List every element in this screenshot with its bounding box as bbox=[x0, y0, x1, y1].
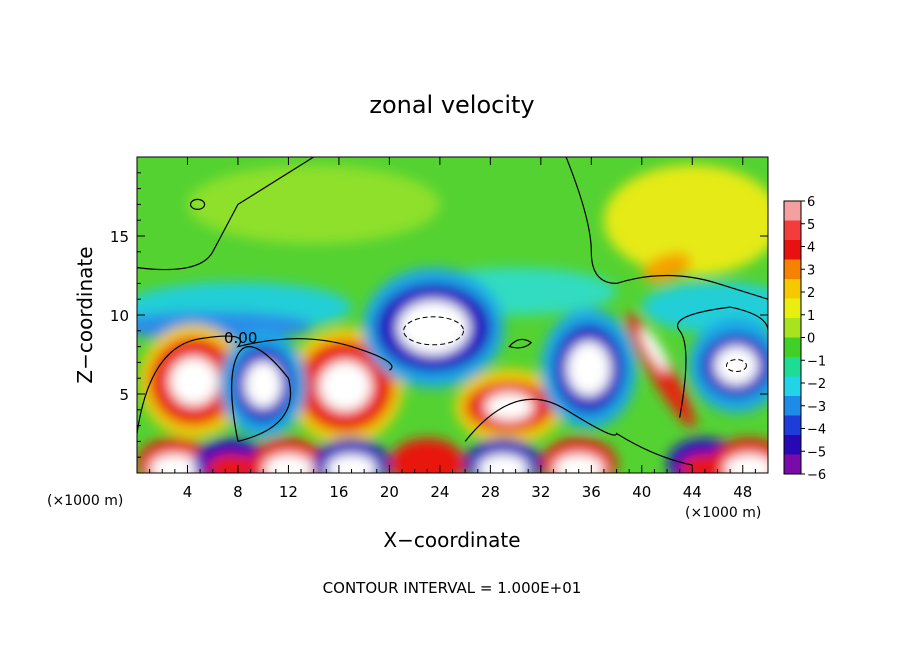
colorbar-label: 3 bbox=[807, 263, 815, 278]
upper-right-yellow bbox=[603, 164, 768, 276]
x-tick-label: 44 bbox=[683, 483, 702, 501]
x-tick-label: 4 bbox=[183, 483, 193, 501]
contour-value-label: 0.00 bbox=[224, 329, 257, 347]
bottom-cell-6 bbox=[553, 454, 604, 473]
colorbar-label: 2 bbox=[807, 286, 815, 301]
x-tick-label: 24 bbox=[430, 483, 449, 501]
velocity-field bbox=[137, 157, 768, 473]
bottom-cell-3 bbox=[326, 454, 377, 473]
x-tick-label: 16 bbox=[329, 483, 348, 501]
y-tick-label: 10 bbox=[110, 307, 129, 325]
colorbar-swatch bbox=[784, 259, 801, 280]
colorbar-swatch bbox=[784, 279, 801, 299]
center-left-positive-cell-core bbox=[318, 360, 372, 412]
zero-contour bbox=[189, 198, 206, 210]
x-axis: 4 8 12 16 20 24 28 32 36 40 44 48 bbox=[149, 157, 756, 501]
colorbar: 6 5 4 3 2 1 0 −1 −2 −3 −4 −5 −6 bbox=[783, 195, 826, 483]
colorbar-label: 1 bbox=[807, 309, 815, 324]
x-tick-label: 20 bbox=[380, 483, 399, 501]
colorbar-swatch bbox=[784, 201, 801, 221]
x-tick-label: 8 bbox=[233, 483, 243, 501]
field-blobs bbox=[137, 164, 768, 473]
colorbar-swatch bbox=[784, 220, 801, 241]
colorbar-label: −4 bbox=[807, 423, 826, 438]
x-unit-label-left: (×1000 m) bbox=[47, 493, 123, 509]
bottom-cell-1 bbox=[206, 454, 257, 473]
zero-contour bbox=[137, 335, 393, 434]
upper-right-warm bbox=[642, 252, 692, 283]
y-axis-label: Z−coordinate bbox=[73, 246, 97, 383]
colorbar-swatch bbox=[784, 396, 801, 416]
zero-contour bbox=[508, 338, 533, 349]
x-tick-label: 28 bbox=[481, 483, 500, 501]
x-tick-label: 48 bbox=[733, 483, 752, 501]
jet-core bbox=[640, 327, 669, 372]
x-unit-label-right: (×1000 m) bbox=[685, 505, 761, 521]
bottom-cell-0 bbox=[149, 454, 201, 473]
colorbar-label: 0 bbox=[807, 332, 815, 347]
far-right-negative-cell-core bbox=[714, 345, 759, 386]
colorbar-label: 6 bbox=[807, 195, 815, 210]
x-tick-label: 32 bbox=[531, 483, 550, 501]
upper-left-positive-cell-core bbox=[169, 357, 219, 406]
colorbar-label: −5 bbox=[807, 445, 826, 460]
bottom-cell-2 bbox=[263, 454, 314, 473]
zero-contour bbox=[464, 398, 693, 466]
zero-contour bbox=[137, 157, 314, 271]
right-negative-cell-core bbox=[566, 341, 611, 397]
bottom-cell-5 bbox=[477, 454, 529, 473]
y-axis: 5 10 15 bbox=[110, 172, 768, 458]
bottom-cell-8 bbox=[723, 454, 768, 473]
colorbar-swatch bbox=[784, 454, 801, 475]
negative-contour bbox=[725, 359, 747, 373]
zero-contour bbox=[231, 346, 292, 442]
colorbar-swatch bbox=[784, 298, 801, 319]
negative-contour bbox=[403, 316, 465, 346]
colorbar-swatch bbox=[784, 376, 801, 397]
x-tick-label: 40 bbox=[632, 483, 651, 501]
y-tick-label: 5 bbox=[119, 386, 129, 404]
x-tick-label: 36 bbox=[582, 483, 601, 501]
bottom-cell-4 bbox=[402, 454, 453, 473]
central-negative-dome-core bbox=[397, 300, 470, 356]
colorbar-swatch bbox=[784, 435, 801, 455]
left-negative-cell-core bbox=[244, 361, 282, 409]
y-tick-label: 15 bbox=[110, 228, 129, 246]
colorbar-label: 5 bbox=[807, 218, 815, 233]
colorbar-label: −6 bbox=[807, 468, 826, 483]
contour-interval-note: CONTOUR INTERVAL = 1.000E+01 bbox=[323, 579, 582, 597]
colorbar-label: −3 bbox=[807, 400, 826, 415]
colorbar-swatch bbox=[784, 240, 801, 260]
chart-title: zonal velocity bbox=[369, 91, 534, 119]
x-tick-label: 12 bbox=[279, 483, 298, 501]
colorbar-swatch bbox=[784, 415, 801, 436]
colorbar-swatch bbox=[784, 357, 801, 377]
upper-left-lightgreen bbox=[187, 164, 440, 244]
colorbar-label: −1 bbox=[807, 354, 826, 369]
colorbar-label: −2 bbox=[807, 377, 826, 392]
center-positive-cell-core bbox=[484, 392, 534, 421]
colorbar-swatch bbox=[784, 337, 801, 358]
x-axis-label: X−coordinate bbox=[383, 528, 520, 552]
zero-contour bbox=[677, 306, 768, 418]
colorbar-swatch bbox=[784, 318, 801, 338]
zero-contour bbox=[565, 157, 768, 300]
colorbar-label: 4 bbox=[807, 241, 815, 256]
